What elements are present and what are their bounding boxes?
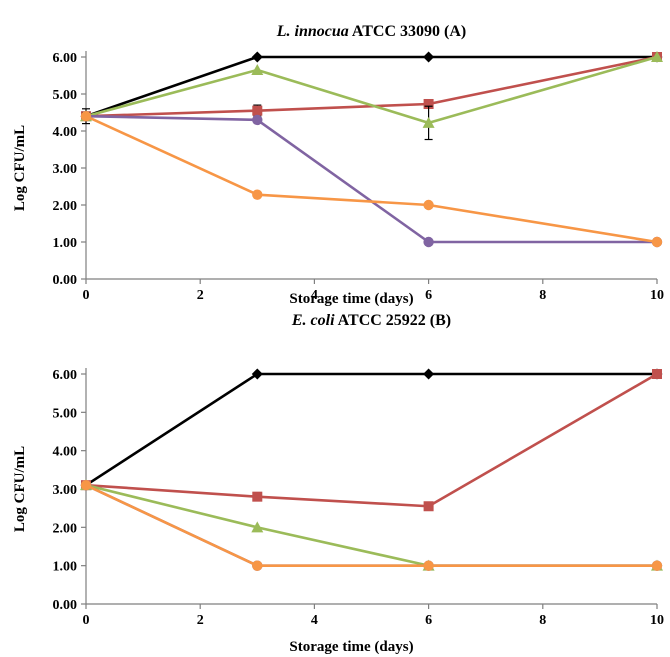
series-3 [80, 111, 663, 248]
data-point [251, 521, 264, 533]
data-point [251, 51, 263, 63]
y-tick-label: 1.00 [53, 560, 78, 575]
data-point [651, 51, 663, 62]
series-line [85, 114, 657, 244]
data-point [252, 105, 263, 116]
data-point [423, 51, 435, 63]
x-tick-label: 4 [311, 613, 318, 628]
series-line [85, 55, 658, 125]
data-point [252, 491, 263, 502]
data-point [423, 199, 434, 211]
data-point [423, 501, 434, 512]
chart-title: E. coli ATCC 25922 (B) [291, 312, 451, 329]
x-tick-label: 4 [311, 288, 318, 303]
data-point [423, 236, 434, 248]
series-2 [80, 51, 663, 141]
data-point [652, 369, 662, 379]
x-axis-label: Storage time (days) [289, 639, 413, 655]
series-line [85, 115, 658, 244]
y-tick-label: 1.00 [53, 236, 78, 251]
data-point [80, 111, 92, 122]
x-tick-label: 0 [83, 613, 90, 628]
data-point [252, 189, 263, 200]
x-axis-label: Storage time (days) [289, 291, 413, 307]
y-axis-label: Log CFU/mL [12, 446, 28, 532]
chart-title-rest: ATCC 33090 (A) [349, 23, 466, 40]
chart-title-rest: ATCC 25922 (B) [335, 312, 452, 329]
y-tick-label: 5.00 [53, 406, 78, 421]
y-tick-label: 4.00 [53, 445, 78, 460]
series-line [85, 372, 657, 487]
y-tick-label: 6.00 [53, 51, 78, 66]
series-3 [80, 479, 663, 571]
x-tick-label: 6 [425, 288, 432, 303]
series-2 [80, 479, 663, 571]
series-line [85, 372, 658, 508]
y-tick-label: 6.00 [53, 368, 78, 383]
series-line [85, 55, 657, 118]
data-point [651, 236, 663, 248]
y-tick-label: 4.00 [53, 125, 78, 140]
y-tick-label: 2.00 [53, 521, 78, 536]
y-axis-label: Log CFU/mL [12, 125, 28, 211]
data-point [252, 560, 263, 571]
y-tick-label: 3.00 [53, 483, 78, 498]
series-line [85, 483, 657, 567]
y-tick-label: 2.00 [53, 199, 78, 214]
x-tick-label: 6 [425, 613, 432, 628]
x-tick-label: 0 [83, 288, 90, 303]
x-tick-label: 8 [539, 613, 546, 628]
chart-panel-b: E. coli ATCC 25922 (B) 0.00 1.00 2.00 3.00 4.… [12, 312, 664, 655]
data-point [423, 98, 434, 109]
chart-title: L. innocua ATCC 33090 (A) [276, 23, 467, 40]
x-tick-label: 10 [650, 288, 664, 303]
data-point [423, 560, 434, 571]
data-point [651, 560, 663, 571]
x-tick-label: 10 [650, 613, 664, 628]
data-point [80, 479, 92, 491]
data-point [422, 116, 435, 128]
y-tick-label: 0.00 [53, 598, 78, 613]
y-tick-label: 3.00 [53, 162, 78, 177]
chart-title-italic: E. coli [291, 312, 335, 329]
series-4 [80, 479, 663, 571]
chart-panel-a: L. innocua ATCC 33090 (A) 0.00 1.00 2.00 3.0… [12, 23, 664, 307]
chart-title-italic: L. innocua [276, 23, 349, 40]
series-4 [80, 111, 663, 248]
series-0 [80, 51, 663, 122]
data-point [252, 114, 263, 126]
y-tick-label: 0.00 [53, 273, 78, 288]
data-point [251, 368, 263, 380]
data-point [251, 63, 264, 75]
series-0 [80, 368, 663, 491]
series-line [85, 55, 658, 118]
series-1 [81, 369, 662, 512]
x-tick-label: 2 [197, 613, 204, 628]
x-tick-label: 8 [539, 288, 546, 303]
data-point [423, 368, 435, 380]
y-tick-label: 5.00 [53, 88, 78, 103]
x-tick-label: 2 [197, 288, 204, 303]
